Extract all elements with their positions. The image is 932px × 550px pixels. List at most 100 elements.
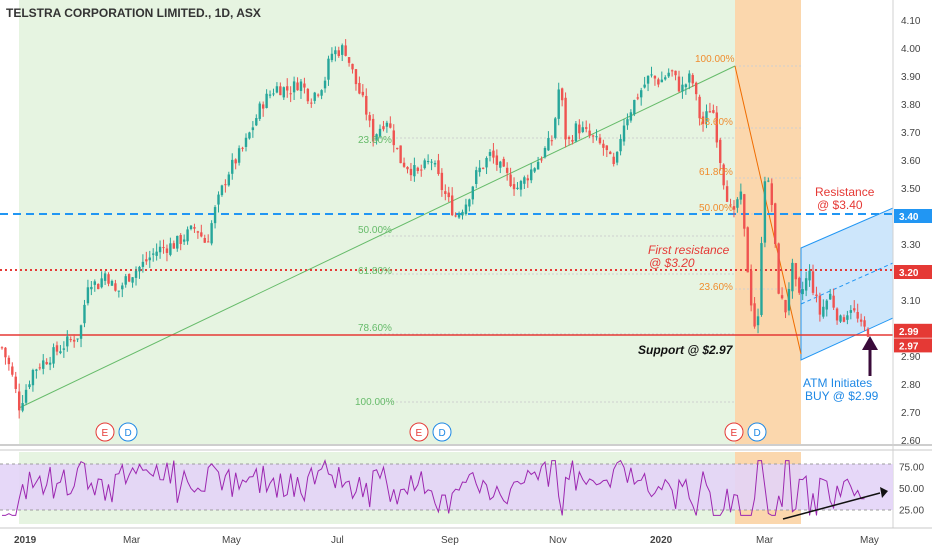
candle-body [90, 286, 93, 290]
candle-body [660, 79, 664, 83]
candle-body [636, 97, 639, 99]
candle-body [784, 299, 787, 313]
candle-body [24, 389, 28, 403]
time-tick-label: Mar [756, 535, 774, 546]
candle-body [677, 76, 681, 92]
candle-body [292, 81, 296, 93]
diagonal-trend [18, 65, 736, 409]
earnings-marker[interactable] [95, 422, 115, 442]
candle-body [488, 152, 492, 156]
first-resistance-value: @ $3.20 [649, 256, 695, 270]
candle-body [158, 246, 162, 253]
candle-body [767, 180, 770, 182]
candle-body [791, 262, 794, 292]
candle-body [213, 207, 217, 224]
candle-body [138, 266, 141, 272]
candle-body [430, 161, 433, 163]
candle-body [275, 86, 279, 93]
candle-body [650, 74, 653, 76]
candle-body [519, 180, 523, 190]
candle-body [440, 172, 444, 191]
candle-body [399, 145, 402, 164]
candle-body [588, 130, 591, 136]
candle-body [825, 300, 828, 310]
candle-body [715, 112, 718, 143]
candle-body [828, 293, 832, 300]
candle-body [334, 50, 337, 55]
fib-orange-label: 23.60% [699, 282, 733, 293]
candle-body [420, 169, 423, 171]
candle-body [286, 86, 289, 91]
earnings-marker[interactable] [724, 422, 744, 442]
rsi-tick-label: 50.00 [899, 484, 924, 495]
candle-body [97, 283, 100, 290]
candle-body [605, 145, 609, 151]
candle-body [536, 161, 540, 170]
candle-body [296, 82, 299, 91]
candle-body [86, 287, 90, 304]
candle-body [303, 83, 306, 88]
dividend-marker[interactable] [118, 422, 138, 442]
candle-body [447, 192, 450, 198]
candle-body [17, 391, 21, 411]
candle-body [512, 184, 516, 190]
price-tick-label: 2.80 [901, 380, 921, 391]
candle-body [351, 63, 354, 70]
price-axis[interactable]: 4.10 4.00 3.90 3.80 3.70 3.60 3.50 3.40 3.30 3.20… [901, 16, 921, 447]
candle-body [822, 306, 825, 317]
candle-body [131, 277, 134, 283]
candle-body [664, 77, 667, 80]
candle-body [237, 148, 241, 163]
candle-body [248, 132, 251, 139]
candle-body [389, 123, 392, 128]
fib-green-label: 100.00% [355, 397, 395, 408]
fib-labels-orange: 100.00% 78.60% 61.80% 50.00% 23.60% [695, 54, 735, 293]
candle-body [196, 231, 200, 233]
time-tick-label: Sep [441, 535, 459, 546]
candle-body [646, 75, 650, 84]
candle-body [193, 227, 196, 229]
earnings-marker[interactable] [409, 422, 429, 442]
candle-body [866, 328, 870, 337]
candle-body [485, 157, 488, 168]
candle-body [31, 369, 35, 386]
price-tick-label: 2.70 [901, 408, 921, 419]
candle-body [653, 75, 657, 79]
candle-body [612, 156, 615, 165]
candle-body [107, 274, 110, 284]
price-badge [894, 209, 932, 223]
candle-body [354, 69, 358, 85]
candle-body [169, 243, 172, 255]
buy-arrow-icon [862, 336, 878, 376]
candle-body [454, 215, 457, 217]
candle-body [643, 84, 646, 88]
atm-value: BUY @ $2.99 [805, 389, 879, 403]
rsi-divergence-line [782, 492, 881, 520]
candle-body [365, 95, 368, 115]
candle-body [378, 128, 382, 137]
candle-body [313, 92, 316, 101]
candle-body [694, 82, 698, 95]
candle-body [743, 194, 746, 229]
candle-body [615, 151, 619, 163]
candle-body [478, 167, 481, 173]
rsi-axis: 75.00 50.00 25.00 [899, 463, 924, 517]
candle-body [265, 93, 268, 108]
price-tick-label: 3.30 [901, 240, 921, 251]
candle-body [849, 310, 853, 313]
candle-body [811, 271, 815, 293]
rsi-divergence-arrow [880, 487, 888, 498]
candle-body [626, 119, 629, 126]
dividend-marker[interactable] [432, 422, 452, 442]
candle-body [856, 311, 859, 319]
dividend-marker[interactable] [747, 422, 767, 442]
time-axis[interactable]: 2019 Mar May Jul Sep Nov 2020 Mar May [14, 535, 879, 546]
candle-body [426, 161, 430, 163]
candle-body [152, 253, 155, 255]
candle-body [282, 87, 285, 98]
price-badge-label: 2.97 [899, 341, 919, 352]
candle-body [341, 45, 344, 55]
candle-body [172, 243, 176, 249]
candle-body [189, 225, 193, 229]
